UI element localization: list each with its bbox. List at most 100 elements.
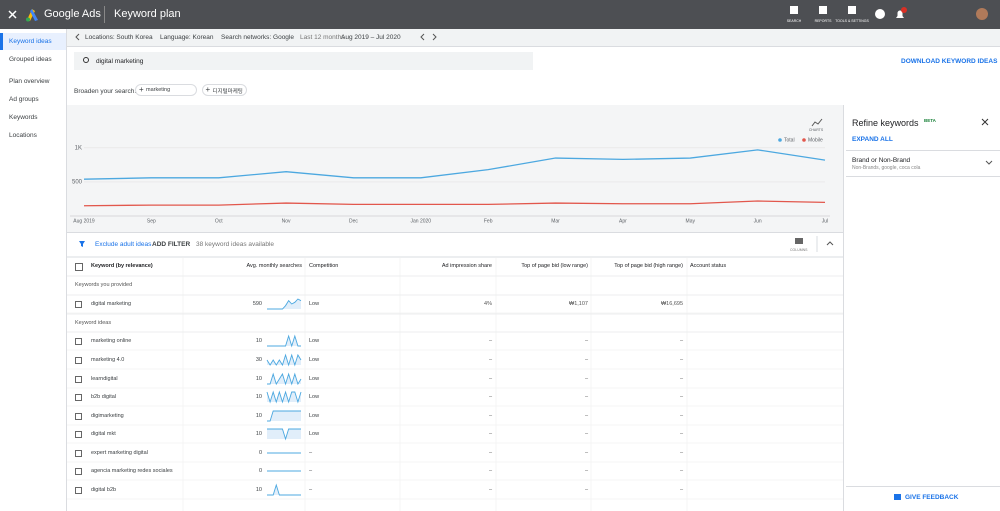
column-header[interactable]: Account status <box>690 263 727 269</box>
filter-icon[interactable] <box>79 241 85 247</box>
nav-item[interactable]: Keyword ideas <box>9 38 52 45</box>
chip-label[interactable]: 디지털마케팅 <box>212 89 243 95</box>
nav-item[interactable]: Ad groups <box>9 96 39 103</box>
keyword: digital b2b <box>91 487 117 493</box>
cell: – <box>488 338 492 344</box>
searches: 0 <box>258 450 262 456</box>
language[interactable]: Language: Korean <box>160 34 214 41</box>
checkbox[interactable] <box>75 357 82 364</box>
avatar[interactable] <box>976 8 988 20</box>
charts-label: CHARTS <box>809 128 824 132</box>
panel-close[interactable] <box>981 118 989 126</box>
search-box[interactable] <box>74 52 533 70</box>
feedback-icon <box>894 494 901 500</box>
cell: – <box>488 431 492 437</box>
chart-area <box>67 105 843 232</box>
column-header[interactable]: Avg. monthly searches <box>246 263 302 269</box>
table-area <box>67 232 843 511</box>
sparkline-area <box>267 411 301 421</box>
cell: – <box>584 413 588 419</box>
x-tick-label: Sep <box>147 218 156 224</box>
sidebar-active <box>0 33 66 50</box>
searches: 0 <box>258 468 262 474</box>
location[interactable]: Locations: South Korea <box>85 34 153 41</box>
keyword: digital mkt <box>91 431 116 437</box>
cell: – <box>488 450 492 456</box>
date-range[interactable]: Aug 2019 – Jul 2020 <box>341 34 401 41</box>
refine-group[interactable]: Brand or Non-Brand <box>852 157 911 164</box>
cell: – <box>488 487 492 493</box>
chip-label[interactable]: marketing <box>146 87 171 93</box>
adult-filter[interactable]: Exclude adult ideas <box>95 241 152 248</box>
nav-item[interactable]: Locations <box>9 132 37 139</box>
nav-item[interactable]: Keywords <box>9 114 38 121</box>
networks[interactable]: Search networks: Google <box>221 34 294 41</box>
x-tick-label: Mar <box>551 218 560 224</box>
columns-label[interactable]: COLUMNS <box>790 248 808 252</box>
section-label: Keyword ideas <box>75 320 112 326</box>
sparkline <box>266 390 302 404</box>
cell: – <box>584 376 588 382</box>
column-header[interactable]: Top of page bid (low range) <box>521 263 588 269</box>
searches: 30 <box>255 357 262 363</box>
expand-all[interactable]: EXPAND ALL <box>852 136 893 143</box>
searches: 10 <box>255 338 262 344</box>
date-arrows[interactable] <box>420 33 437 41</box>
chip-plus: + <box>205 85 211 94</box>
refine-panel <box>843 105 1000 511</box>
cell: – <box>584 487 588 493</box>
search-icon <box>83 57 89 63</box>
cell: – <box>584 431 588 437</box>
column-header[interactable]: Keyword (by relevance) <box>91 263 153 269</box>
y-tick-label: 1K <box>75 145 82 151</box>
y-tick-label: 500 <box>72 179 83 185</box>
column-header[interactable]: Competition <box>309 263 339 269</box>
collapse-icon[interactable] <box>826 241 834 246</box>
charts-icon[interactable] <box>811 118 823 127</box>
checkbox[interactable] <box>75 431 82 438</box>
chevron[interactable] <box>985 160 993 165</box>
columns-icon[interactable] <box>795 238 803 244</box>
cell: – <box>679 376 683 382</box>
sparkline <box>267 372 302 386</box>
sparkline <box>267 483 301 496</box>
column-header[interactable]: Top of page bid (high range) <box>614 263 683 269</box>
divider <box>846 176 1000 177</box>
feedback[interactable]: GIVE FEEDBACK <box>905 494 959 501</box>
checkbox[interactable] <box>75 394 82 401</box>
column-header[interactable]: Ad impression share <box>441 263 492 269</box>
cell: – <box>584 338 588 344</box>
checkbox[interactable] <box>75 263 83 271</box>
search-query[interactable]: digital marketing <box>96 58 144 65</box>
checkbox[interactable] <box>75 487 82 494</box>
keyword: agencia marketing redes sociales <box>91 468 173 474</box>
searches: 10 <box>255 394 262 400</box>
add-filter[interactable]: ADD FILTER <box>152 241 191 248</box>
cell: ₩16,695 <box>660 301 683 307</box>
nav-item[interactable]: Plan overview <box>9 78 50 85</box>
checkbox[interactable] <box>75 468 82 475</box>
chip[interactable] <box>201 84 247 96</box>
bell-icon[interactable] <box>896 10 904 18</box>
x-tick-label: Dec <box>349 218 358 224</box>
series-line <box>83 200 826 207</box>
refine-title: Refine keywords <box>852 118 919 128</box>
competition: – <box>309 468 313 474</box>
nav-item[interactable]: Grouped ideas <box>9 56 52 63</box>
checkbox[interactable] <box>75 450 82 457</box>
checkbox[interactable] <box>75 413 82 420</box>
checkbox[interactable] <box>75 376 82 383</box>
x-tick-label: Jun <box>754 218 762 224</box>
help-icon[interactable] <box>875 9 885 19</box>
x-tick-label: Oct <box>215 218 223 224</box>
checkbox[interactable] <box>75 301 82 308</box>
keyword: expert marketing digital <box>91 450 148 456</box>
back-arrow[interactable] <box>75 33 80 41</box>
refine-group-sub: Non-Brands, google, coca cola <box>852 165 921 171</box>
checkbox[interactable] <box>75 338 82 345</box>
download-link[interactable]: DOWNLOAD KEYWORD IDEAS <box>901 58 998 65</box>
chip[interactable] <box>135 84 197 96</box>
close-icon[interactable] <box>8 10 17 19</box>
competition: – <box>309 450 313 456</box>
